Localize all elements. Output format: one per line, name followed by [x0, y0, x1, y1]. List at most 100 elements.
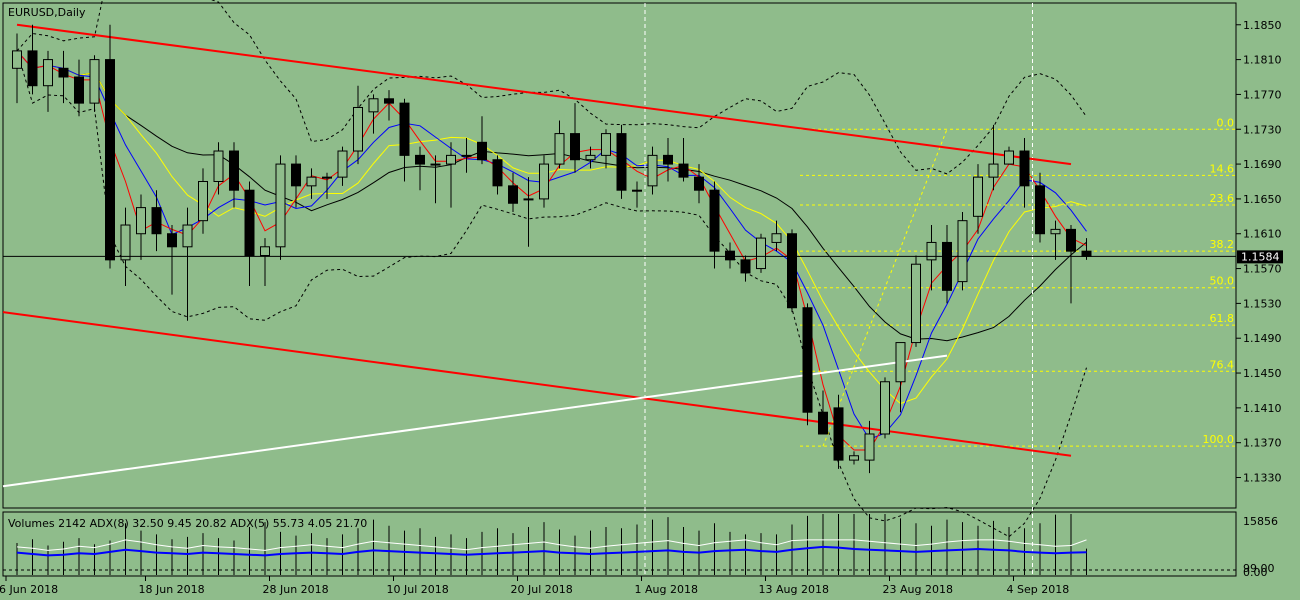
- candle[interactable]: [508, 172, 518, 212]
- price-tick-label: 1.1530: [1243, 297, 1282, 310]
- candle[interactable]: [539, 155, 549, 208]
- candle[interactable]: [973, 164, 983, 234]
- candle[interactable]: [601, 129, 611, 169]
- candle[interactable]: [880, 377, 890, 439]
- candle[interactable]: [89, 55, 100, 112]
- time-axis[interactable]: 6 Jun 2018 18 Jun 2018 28 Jun 2018 10 Jul 2…: [0, 576, 1069, 596]
- channel-upper-line[interactable]: [16, 23, 1072, 166]
- candle-body-bear: [1066, 228, 1076, 252]
- trend-lines[interactable]: [2, 23, 1072, 488]
- candle-body-bull: [1004, 150, 1014, 165]
- candle[interactable]: [647, 146, 658, 195]
- candle[interactable]: [120, 207, 131, 286]
- candle[interactable]: [694, 164, 704, 204]
- candle[interactable]: [182, 207, 193, 321]
- candle[interactable]: [167, 225, 177, 295]
- candle[interactable]: [260, 238, 270, 286]
- candle-body-bull: [213, 150, 224, 182]
- candle-body-bear: [399, 102, 410, 156]
- fibonacci-label: 38.2: [1210, 238, 1235, 251]
- candle[interactable]: [942, 225, 952, 304]
- candle[interactable]: [244, 181, 255, 286]
- candle[interactable]: [523, 177, 534, 247]
- candle[interactable]: [756, 233, 766, 273]
- candle[interactable]: [585, 146, 596, 169]
- candle-body-bull: [849, 455, 859, 461]
- candle[interactable]: [678, 137, 689, 182]
- candle[interactable]: [554, 120, 565, 169]
- fibonacci-connector[interactable]: [822, 129, 948, 447]
- candle[interactable]: [198, 168, 208, 234]
- candle[interactable]: [446, 142, 456, 208]
- candle[interactable]: [1066, 225, 1076, 304]
- candle[interactable]: [833, 394, 844, 469]
- candle[interactable]: [368, 94, 379, 134]
- candle[interactable]: [988, 124, 999, 191]
- candle[interactable]: [895, 342, 906, 413]
- candle[interactable]: [926, 225, 937, 291]
- candle[interactable]: [709, 181, 720, 269]
- volume-adx-panel[interactable]: Volumes 2142 ADX(8) 32.50 9.45 20.82 ADX…: [2, 511, 1278, 579]
- candle[interactable]: [275, 155, 286, 260]
- candle[interactable]: [461, 137, 472, 173]
- fibonacci-label: 76.4: [1210, 358, 1235, 371]
- candle[interactable]: [306, 168, 317, 199]
- fibonacci-retracement[interactable]: 0.0 14.6 23.6 38.2 50.0 61.8 76.4 100.0: [800, 116, 1236, 447]
- candle-body-bull: [182, 224, 193, 248]
- candle[interactable]: [43, 50, 53, 112]
- time-tick-label: 6 Jun 2018: [0, 583, 58, 596]
- candle[interactable]: [337, 146, 348, 186]
- candle[interactable]: [105, 24, 115, 269]
- candle[interactable]: [291, 155, 301, 208]
- candle[interactable]: [322, 172, 332, 199]
- candle[interactable]: [12, 33, 22, 104]
- candle[interactable]: [802, 303, 813, 426]
- candle[interactable]: [1004, 146, 1014, 165]
- candle-body-bull: [260, 246, 270, 257]
- price-tick-label: 1.1450: [1243, 367, 1282, 380]
- candle[interactable]: [911, 255, 921, 347]
- candle[interactable]: [864, 420, 875, 474]
- candle[interactable]: [477, 116, 487, 165]
- candle[interactable]: [151, 190, 162, 252]
- candle[interactable]: [740, 255, 751, 282]
- candle[interactable]: [430, 155, 441, 204]
- candle[interactable]: [353, 85, 363, 165]
- price-tick-label: 1.1850: [1243, 19, 1282, 32]
- candle[interactable]: [136, 194, 146, 260]
- candle[interactable]: [1050, 220, 1061, 260]
- candle-body-bull: [647, 154, 658, 187]
- candle[interactable]: [616, 124, 627, 199]
- fibonacci-label: 14.6: [1210, 162, 1235, 175]
- candle[interactable]: [58, 50, 69, 104]
- candle-body-bear: [709, 189, 720, 252]
- price-axis[interactable]: 1.1850 1.1810 1.1770 1.1730 1.1690 1.1650 1.16…: [1236, 19, 1282, 485]
- candle[interactable]: [725, 242, 735, 269]
- candle[interactable]: [1035, 172, 1045, 243]
- candle[interactable]: [849, 451, 859, 465]
- candle[interactable]: [213, 142, 224, 195]
- candle[interactable]: [787, 229, 797, 313]
- candle[interactable]: [957, 211, 968, 291]
- candle[interactable]: [492, 155, 503, 195]
- candle[interactable]: [74, 59, 84, 117]
- candle[interactable]: [570, 103, 580, 173]
- support-trendline[interactable]: [2, 354, 948, 488]
- volume-zero-tick: 0.00: [1243, 566, 1268, 579]
- candle[interactable]: [399, 98, 410, 182]
- candle[interactable]: [818, 390, 828, 435]
- candle[interactable]: [771, 220, 782, 252]
- candle[interactable]: [27, 24, 38, 95]
- channel-lower-line[interactable]: [2, 311, 1072, 457]
- candlesticks[interactable]: [12, 24, 1092, 474]
- candle[interactable]: [415, 146, 425, 191]
- candle-body-bull: [446, 154, 456, 165]
- fibonacci-label: 23.6: [1210, 192, 1235, 205]
- candle[interactable]: [663, 137, 673, 182]
- candle[interactable]: [632, 181, 642, 208]
- candle[interactable]: [384, 90, 394, 121]
- candle[interactable]: [1019, 137, 1030, 208]
- candle[interactable]: [229, 142, 239, 208]
